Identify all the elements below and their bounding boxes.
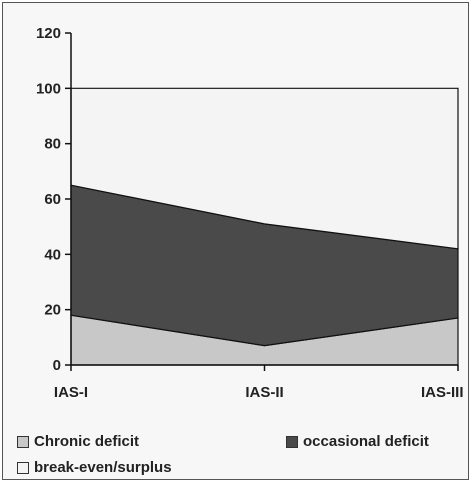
- y-tick-label: 40: [44, 246, 61, 263]
- legend-label-break-even-surplus: break-even/surplus: [34, 459, 172, 476]
- area-chart: 0 20 40 60 80 100 120 IAS-I IAS-II IAS-III: [36, 25, 464, 401]
- chart-frame: 0 20 40 60 80 100 120 IAS-I IAS-II IAS-III Chroni…: [2, 2, 469, 480]
- legend-swatch-chronic-deficit: [17, 435, 29, 448]
- legend-item-break-even-surplus: break-even/surplus: [17, 459, 172, 476]
- legend-label-chronic-deficit: Chronic deficit: [34, 433, 140, 450]
- y-tick-label: 20: [44, 302, 61, 319]
- y-tick-label: 120: [36, 25, 61, 42]
- y-tick-label: 80: [44, 136, 61, 153]
- x-tick-label: IAS-III: [421, 384, 464, 401]
- y-tick-label: 0: [53, 357, 61, 374]
- legend-swatch-occasional-deficit: [286, 435, 298, 448]
- legend-item-occasional-deficit: occasional deficit: [286, 433, 429, 450]
- y-tick-label: 100: [36, 80, 61, 97]
- x-tick-label: IAS-II: [245, 384, 283, 401]
- legend-swatch-break-even-surplus: [17, 461, 29, 474]
- legend-label-occasional-deficit: occasional deficit: [303, 433, 429, 450]
- x-tick-label: IAS-I: [54, 384, 88, 401]
- y-tick-label: 60: [44, 191, 61, 208]
- legend-item-chronic-deficit: Chronic deficit: [17, 433, 139, 450]
